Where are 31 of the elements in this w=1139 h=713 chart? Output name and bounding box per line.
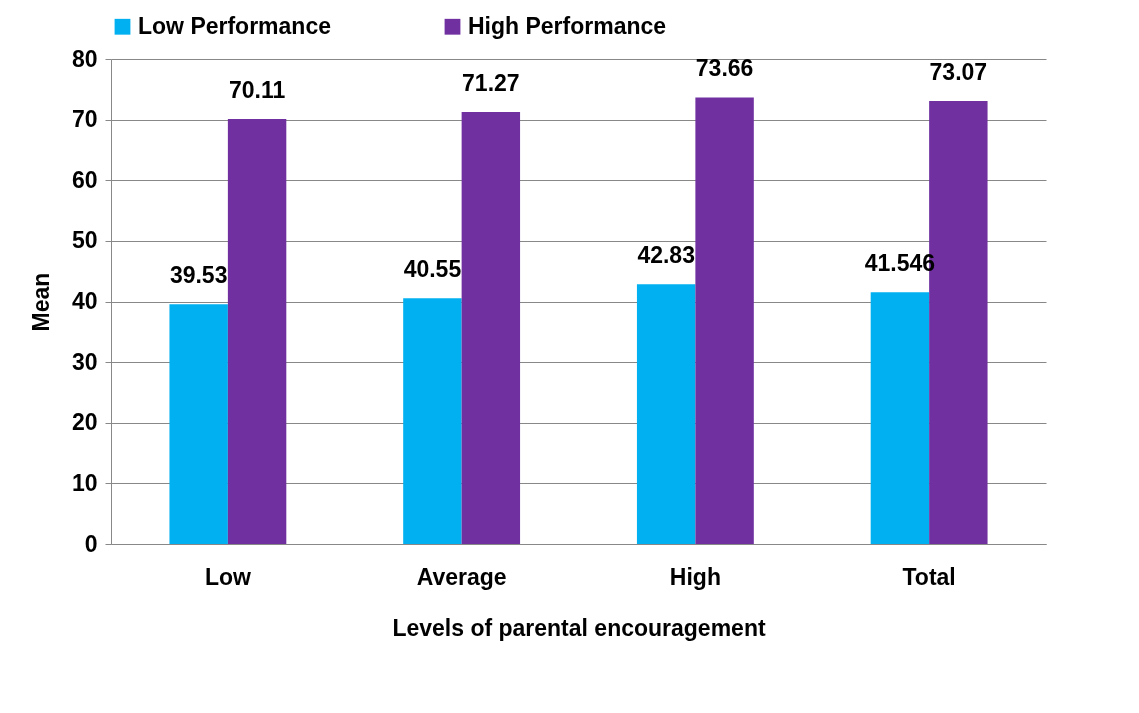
- y-tick-label: 0: [84, 530, 98, 557]
- data-label: 73.66: [695, 55, 754, 82]
- y-axis-title: Mean: [27, 272, 54, 332]
- bar: [403, 298, 462, 544]
- y-tick-label: 20: [71, 409, 98, 436]
- bar: [461, 111, 521, 544]
- data-label: 73.07: [929, 59, 988, 86]
- y-tick-label: 70: [71, 106, 98, 133]
- x-axis-title: Levels of parental encouragement: [392, 614, 766, 641]
- legend-label: Low Performance: [138, 12, 331, 39]
- bar: [169, 304, 228, 544]
- bar: [227, 118, 287, 544]
- y-tick-label: 30: [71, 348, 98, 375]
- data-label: 42.83: [637, 242, 695, 269]
- x-tick-label: Average: [416, 563, 507, 590]
- y-tick-label: 50: [71, 227, 98, 254]
- y-tick-label: 40: [71, 288, 98, 314]
- legend-label: High Performance: [468, 12, 667, 39]
- y-tick-label: 10: [71, 469, 98, 496]
- data-label: 39.53: [169, 262, 228, 289]
- x-tick-label: High: [669, 563, 721, 590]
- x-tick-label: Total: [902, 563, 956, 590]
- data-label: 70.11: [228, 76, 286, 103]
- bar: [636, 284, 696, 544]
- y-tick-label: 60: [71, 166, 98, 193]
- x-tick-label: Low: [204, 563, 251, 590]
- data-label: 71.27: [462, 69, 520, 96]
- data-label: 40.55: [403, 256, 462, 283]
- y-tick-label: 80: [71, 45, 98, 72]
- bar: [695, 97, 754, 544]
- bar: [870, 292, 930, 544]
